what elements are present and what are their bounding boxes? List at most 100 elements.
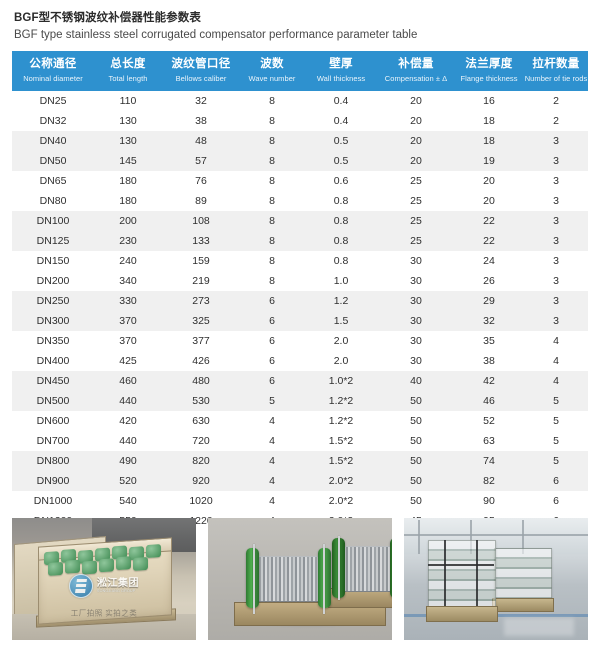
table-cell: 2.0*2 — [304, 471, 378, 491]
table-cell: 57 — [162, 151, 240, 171]
table-cell: 0.8 — [304, 251, 378, 271]
table-cell: 18 — [454, 111, 524, 131]
table-cell: 30 — [378, 351, 454, 371]
photo-beam — [470, 520, 472, 554]
photo-tie-rod — [323, 544, 325, 614]
table-cell: 46 — [454, 391, 524, 411]
table-row: DN250 330 273 6 1.2 30 29 3 — [12, 291, 588, 311]
table-cell: 30 — [378, 251, 454, 271]
table-row: DN25 110 32 8 0.4 20 16 2 — [12, 91, 588, 111]
cell-nominal-diameter: DN500 — [12, 391, 94, 411]
table-cell: 8 — [240, 231, 304, 251]
table-cell: 40 — [378, 371, 454, 391]
table-cell: 133 — [162, 231, 240, 251]
table-cell: 4 — [240, 411, 304, 431]
table-cell: 4 — [524, 371, 588, 391]
column-header-cn: 补偿量 — [398, 58, 434, 70]
table-row: DN125 230 133 8 0.8 25 22 3 — [12, 231, 588, 251]
table-cell: 20 — [454, 191, 524, 211]
table-cell: 30 — [378, 331, 454, 351]
column-header-cn: 拉杆数量 — [532, 58, 580, 70]
table-cell: 720 — [162, 431, 240, 451]
table-cell: 25 — [378, 231, 454, 251]
table-cell: 1.2 — [304, 291, 378, 311]
table-cell: 30 — [378, 291, 454, 311]
table-cell: 0.5 — [304, 151, 378, 171]
photo-bellows — [257, 556, 319, 602]
photo-beam — [404, 534, 588, 536]
table-cell: 8 — [240, 211, 304, 231]
column-header-cn: 波数 — [260, 58, 284, 70]
table-row: DN80 180 89 8 0.8 25 20 3 — [12, 191, 588, 211]
table-cell: 38 — [162, 111, 240, 131]
table-cell: 0.8 — [304, 191, 378, 211]
table-cell: 20 — [454, 171, 524, 191]
table-cell: 50 — [378, 491, 454, 511]
table-cell: 325 — [162, 311, 240, 331]
table-cell: 230 — [94, 231, 162, 251]
table-cell: 1.5 — [304, 311, 378, 331]
watermark-text: 淞江集团 SONGJIANG GROUP — [97, 579, 139, 594]
product-photo-strip: 淞江集团 SONGJIANG GROUP 工厂拍照 实拍之类 — [12, 518, 588, 640]
cell-nominal-diameter: DN100 — [12, 211, 94, 231]
table-row: DN32 130 38 8 0.4 20 18 2 — [12, 111, 588, 131]
table-cell: 76 — [162, 171, 240, 191]
table-cell: 330 — [94, 291, 162, 311]
table-cell: 145 — [94, 151, 162, 171]
photo-flange-left — [246, 548, 259, 608]
table-cell: 1020 — [162, 491, 240, 511]
cell-nominal-diameter: DN700 — [12, 431, 94, 451]
photo-tie-rod — [338, 536, 340, 600]
cell-nominal-diameter: DN32 — [12, 111, 94, 131]
photo-pallet-front — [426, 606, 498, 622]
table-cell: 8 — [240, 91, 304, 111]
table-cell: 370 — [94, 311, 162, 331]
table-header: 公称通径 Nominal diameter 总长度 Total length 波… — [12, 51, 588, 91]
page-title-en: BGF type stainless steel corrugated comp… — [14, 29, 418, 41]
photo-strap — [476, 540, 478, 606]
table-cell: 48 — [162, 131, 240, 151]
table-cell: 50 — [378, 451, 454, 471]
table-cell: 6 — [240, 331, 304, 351]
table-cell: 480 — [162, 371, 240, 391]
cell-nominal-diameter: DN800 — [12, 451, 94, 471]
table-cell: 6 — [240, 371, 304, 391]
table-cell: 6 — [524, 471, 588, 491]
table-cell: 8 — [240, 171, 304, 191]
column-header-en: Number of tie rods — [524, 74, 588, 83]
table-cell: 0.6 — [304, 171, 378, 191]
table-cell: 2 — [524, 91, 588, 111]
table-cell: 130 — [94, 131, 162, 151]
table-row: DN40 130 48 8 0.5 20 18 3 — [12, 131, 588, 151]
table-cell: 25 — [378, 171, 454, 191]
photo-tie-rod — [253, 544, 255, 614]
table-cell: 159 — [162, 251, 240, 271]
table-cell: 1.0*2 — [304, 371, 378, 391]
column-header-en: Wave number — [248, 74, 296, 83]
table-cell: 2.0*2 — [304, 491, 378, 511]
table-header-row: 公称通径 Nominal diameter 总长度 Total length 波… — [12, 51, 588, 91]
table-cell: 3 — [524, 291, 588, 311]
table-row: DN65 180 76 8 0.6 25 20 3 — [12, 171, 588, 191]
table-cell: 4 — [524, 331, 588, 351]
table-cell: 3 — [524, 211, 588, 231]
table-cell: 3 — [524, 131, 588, 151]
table-cell: 240 — [94, 251, 162, 271]
photo-pallet-stack-front — [428, 540, 496, 608]
table-cell: 630 — [162, 411, 240, 431]
table-cell: 273 — [162, 291, 240, 311]
column-header-en: Wall thickness — [316, 74, 366, 83]
cell-nominal-diameter: DN200 — [12, 271, 94, 291]
column-header-en: Flange thickness — [460, 74, 518, 83]
table-cell: 5 — [524, 391, 588, 411]
table-row: DN800 490 820 4 1.5*2 50 74 5 — [12, 451, 588, 471]
cell-nominal-diameter: DN125 — [12, 231, 94, 251]
table-body: DN25 110 32 8 0.4 20 16 2 DN32 130 38 8 0.4 20 18 2 DN40… — [12, 91, 588, 531]
table-cell: 200 — [94, 211, 162, 231]
product-photo-expansion-joints — [208, 518, 392, 640]
table-cell: 52 — [454, 411, 524, 431]
table-cell: 920 — [162, 471, 240, 491]
table-cell: 6 — [240, 291, 304, 311]
table-cell: 1.2*2 — [304, 411, 378, 431]
cell-nominal-diameter: DN400 — [12, 351, 94, 371]
